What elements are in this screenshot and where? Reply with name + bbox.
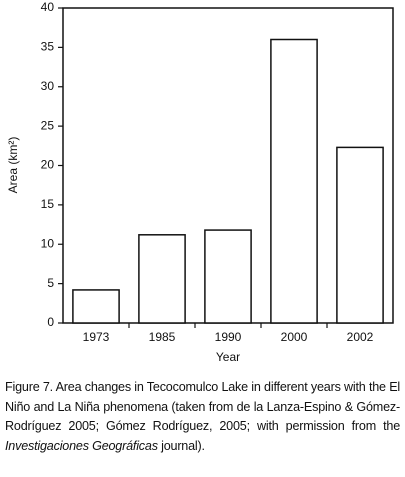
bar [72, 289, 120, 324]
bar [204, 229, 252, 324]
chart: Area (km²) Year 0 5 10 15 20 25 30 35 40 1973 1985… [6, 0, 394, 364]
y-tick-label: 10 [41, 236, 55, 250]
x-tick-label: 2002 [347, 330, 374, 344]
y-axis-label: Area (km²) [6, 137, 20, 194]
bar [270, 38, 318, 324]
x-tick-label: 2000 [281, 330, 308, 344]
x-tick-label: 1990 [215, 330, 242, 344]
y-tick-label: 25 [41, 118, 55, 132]
x-tick-label: 1973 [83, 330, 110, 344]
y-tick-label: 40 [41, 0, 55, 14]
y-tick-label: 5 [47, 276, 54, 290]
caption: Figure 7. Area changes in Tecocomulco La… [5, 378, 400, 456]
bar [138, 234, 186, 324]
x-tick-label: 1985 [149, 330, 176, 344]
y-tick-label: 20 [41, 158, 55, 172]
caption-text: journal). [157, 438, 205, 453]
y-tick-label: 0 [47, 315, 54, 329]
y-tick-label: 15 [41, 197, 55, 211]
x-axis-label: Year [216, 350, 240, 364]
caption-journal: Investigaciones Geográficas [5, 438, 158, 453]
y-tick-label: 35 [41, 40, 55, 54]
caption-text: Figure 7. Area changes in Tecocomulco La… [5, 380, 400, 433]
y-tick-label: 30 [41, 79, 55, 93]
bar [336, 146, 384, 324]
